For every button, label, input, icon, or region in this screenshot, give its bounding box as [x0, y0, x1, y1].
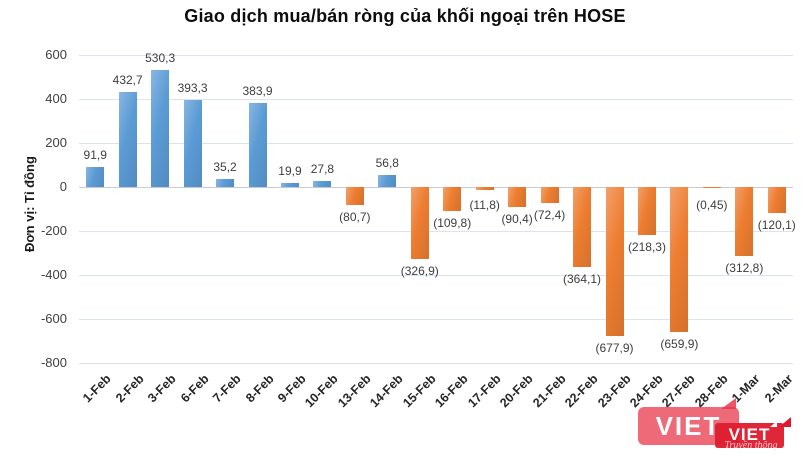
flag-fold-icon: [770, 417, 791, 427]
bar-value-label: 432,7: [112, 72, 143, 87]
gridline: [79, 319, 793, 320]
bar-value-label: 383,9: [242, 83, 273, 98]
y-tick-label: -200: [40, 223, 67, 238]
bar-negative: [670, 187, 689, 333]
y-tick-label: 400: [45, 91, 67, 106]
bar-negative: [410, 187, 429, 259]
bar-positive: [86, 166, 105, 187]
bar-value-label: (109,8): [433, 216, 472, 231]
bar-value-label: (11,8): [469, 198, 500, 212]
y-tick-label: -800: [40, 355, 67, 370]
watermark-text-large: VIET: [655, 411, 722, 441]
flag-fold-icon: [721, 398, 736, 409]
gridline: [79, 363, 793, 364]
bar-value-label: (0,45): [696, 198, 728, 212]
bar-value-label: (312,8): [725, 260, 764, 275]
bar-value-label: (659,9): [660, 337, 699, 352]
viettimes-logo-large: VIET: [638, 398, 739, 445]
bar-negative: [443, 187, 462, 212]
bar-negative: [767, 187, 786, 214]
y-tick-label: 0: [59, 179, 67, 194]
bar-negative: [345, 187, 364, 205]
bar-negative: [605, 187, 624, 337]
bar-negative: [508, 187, 527, 207]
bar-value-label: 27,8: [310, 161, 335, 176]
bar-positive: [118, 91, 137, 187]
bar-value-label: (364,1): [563, 272, 602, 287]
bar-value-label: (90,4): [501, 211, 533, 226]
bar-value-label: 393,3: [177, 81, 208, 96]
bar-positive: [248, 102, 267, 187]
bar-value-label: 91,9: [83, 147, 107, 162]
gridline: [79, 143, 793, 144]
bar-value-label: (326,9): [400, 263, 439, 278]
bar-negative: [475, 187, 494, 190]
y-tick-label: -600: [40, 311, 67, 326]
gridline: [79, 275, 793, 276]
bar-positive: [183, 100, 202, 187]
bar-positive: [151, 70, 170, 187]
watermark-text-small: VIET: [728, 425, 771, 444]
y-tick-label: 600: [45, 47, 67, 62]
gridline: [79, 99, 793, 100]
bar-value-label: 35,2: [213, 160, 237, 175]
viettimes-logo-small: VIET Truyền thông: [715, 417, 791, 451]
bar-value-label: (677,9): [595, 341, 634, 356]
gridline: [79, 55, 793, 56]
zero-axis-line: [79, 187, 793, 188]
watermark-subtext: Truyền thông: [724, 440, 778, 451]
bar-value-label: 530,3: [145, 51, 176, 66]
bar-value-label: (72,4): [533, 207, 566, 222]
bar-value-label: 19,9: [278, 163, 302, 178]
chart-title: Giao dịch mua/bán ròng của khối ngoại tr…: [184, 6, 626, 26]
bar-positive: [216, 179, 235, 187]
bar-value-label: (80,7): [339, 209, 371, 224]
bar-negative: [573, 187, 592, 268]
bar-value-label: (218,3): [627, 240, 666, 255]
bar-value-label: 56,8: [375, 155, 399, 170]
bar-positive: [280, 182, 299, 187]
y-tick-label: 200: [45, 135, 67, 150]
bar-positive: [313, 180, 332, 187]
bar-positive: [378, 174, 397, 187]
bar-negative: [637, 187, 656, 236]
bar-value-label: (120,1): [757, 218, 796, 233]
y-tick-label: -400: [40, 267, 67, 282]
bar-negative: [540, 187, 559, 203]
gridline: [79, 231, 793, 232]
bar-negative: [735, 187, 754, 256]
